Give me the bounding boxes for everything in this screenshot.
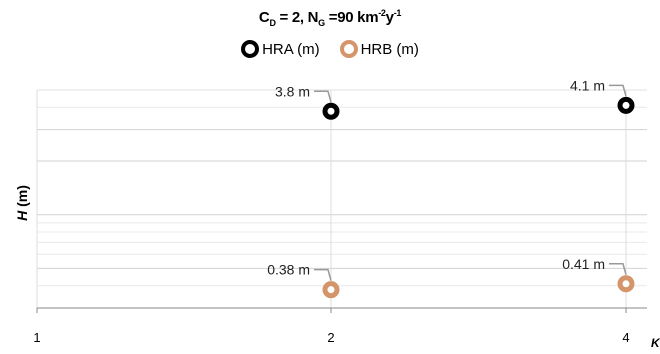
- data-label-leader: [314, 268, 332, 281]
- data-label-leader: [314, 90, 332, 103]
- legend-label-hrb: HRB (m): [360, 40, 419, 58]
- chart-title: CD = 2, NG =90 km-2y-1: [258, 8, 402, 28]
- data-label-leader: [609, 84, 627, 97]
- x-tick-label: 2: [327, 330, 334, 345]
- legend-label-hra: HRA (m): [262, 40, 320, 58]
- data-label: 0.38 m: [267, 262, 310, 278]
- data-label: 4.1 m: [570, 77, 605, 93]
- x-tick-label: 4: [622, 330, 629, 345]
- legend-item-hra[interactable]: HRA (m): [241, 40, 320, 58]
- y-axis-label: H (m): [14, 185, 30, 221]
- legend-item-hrb[interactable]: HRB (m): [339, 40, 419, 58]
- data-point-hra: [617, 96, 635, 114]
- legend-marker-hrb: [339, 40, 358, 58]
- x-tick-label: 1: [33, 330, 40, 345]
- data-point-hrb: [322, 281, 340, 299]
- data-point-hrb: [617, 275, 635, 293]
- x-axis-label: K: [651, 336, 660, 350]
- data-label: 0.41 m: [562, 256, 605, 272]
- data-label-leader: [609, 263, 627, 275]
- data-label: 3.8 m: [275, 83, 310, 99]
- legend-marker-hra: [241, 40, 260, 58]
- data-point-hra: [322, 102, 340, 120]
- legend: HRA (m) HRB (m): [0, 40, 660, 58]
